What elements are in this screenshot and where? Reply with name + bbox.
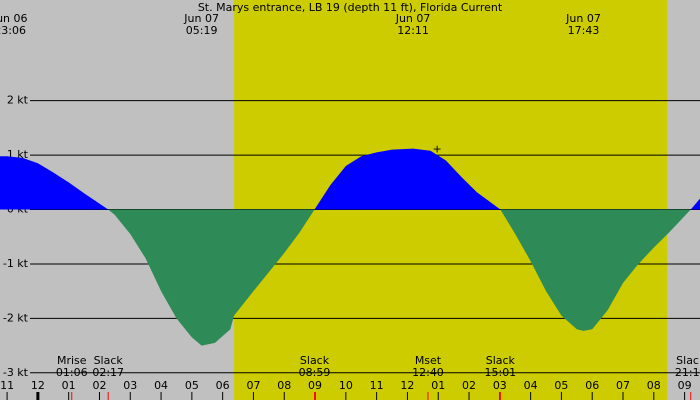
event-label: Mrise [57,354,87,367]
event-label: Slack [300,354,330,367]
event-time: 15:01 [484,366,516,379]
flood-area [0,156,109,210]
x-tick-label: 10 [339,379,353,392]
x-tick-label: 06 [216,379,230,392]
y-tick-label: -3 kt [3,366,29,379]
x-tick-label: 08 [647,379,661,392]
flood-area [690,198,700,210]
extreme-date: Jun 06 [0,12,28,25]
flood-area [314,148,501,210]
x-tick-label: 01 [62,379,76,392]
event-label: Slack [486,354,516,367]
x-tick-label: 02 [92,379,106,392]
event-label: Slack [676,354,700,367]
extreme-date: Jun 07 [395,12,431,25]
extreme-date: Jun 07 [565,12,601,25]
x-tick-label: 02 [462,379,476,392]
x-tick-label: 09 [308,379,322,392]
x-tick-label: 08 [277,379,291,392]
extreme-time: 05:19 [186,24,218,37]
extreme-time: 12:11 [397,24,429,37]
x-tick-label: 07 [616,379,630,392]
x-tick-label: 12 [31,379,45,392]
x-tick-label: 11 [0,379,14,392]
x-tick-label: 11 [370,379,384,392]
x-tick-label: 01 [431,379,445,392]
x-tick-label: 04 [524,379,538,392]
event-label: Slack [94,354,124,367]
event-label: Mset [415,354,442,367]
x-tick-label: 07 [246,379,260,392]
x-tick-label: 05 [185,379,199,392]
x-tick-label: 12 [400,379,414,392]
event-time: 08:59 [299,366,331,379]
extreme-time: 17:43 [568,24,600,37]
x-tick-label: 09 [678,379,692,392]
y-tick-label: -2 kt [3,311,29,324]
extreme-time: 23:06 [0,24,26,37]
y-tick-label: -1 kt [3,257,29,270]
event-time: 21:12 [675,366,700,379]
event-time: 12:40 [412,366,444,379]
x-tick-label: 03 [493,379,507,392]
max-marker: + [432,143,441,156]
extreme-date: Jun 07 [183,12,219,25]
x-tick-label: 04 [154,379,168,392]
event-time: 02:17 [92,366,124,379]
event-time: 01:06 [56,366,88,379]
chart-title: St. Marys entrance, LB 19 (depth 11 ft),… [198,1,503,14]
x-tick-label: 06 [585,379,599,392]
ebb-area [500,209,691,331]
x-tick-label: 03 [123,379,137,392]
y-tick-label: 2 kt [7,94,29,107]
x-tick-label: 05 [554,379,568,392]
ebb-area [108,209,315,346]
